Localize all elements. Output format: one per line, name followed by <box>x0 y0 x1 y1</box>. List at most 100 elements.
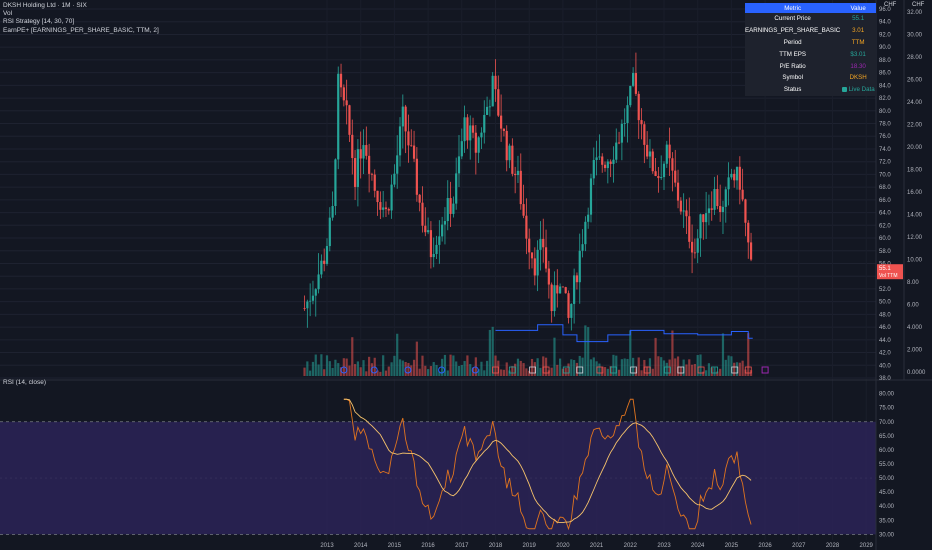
price-tick-label: 72.0 <box>879 160 891 166</box>
time-tick-label: 2014 <box>354 543 368 549</box>
candle-body <box>662 163 666 178</box>
time-tick-label: 2023 <box>657 543 671 549</box>
volume-bar <box>674 358 677 376</box>
candle-body <box>564 287 567 294</box>
eps-tick-label: 30.00 <box>907 33 923 39</box>
candle-body <box>668 144 671 159</box>
time-tick-label: 2027 <box>792 543 806 549</box>
candle-body <box>612 159 615 164</box>
time-tick-label: 2029 <box>860 543 874 549</box>
candle-body <box>446 198 449 222</box>
volume-bar <box>446 370 449 376</box>
volume-bar <box>696 355 699 376</box>
earnings-marker <box>677 366 685 374</box>
candle-body <box>592 160 595 179</box>
candle-body <box>441 224 444 237</box>
candle-body <box>716 189 719 207</box>
volume-bar <box>325 355 329 376</box>
candle-body <box>323 260 326 264</box>
eps-tick-label: 12.00 <box>907 235 923 241</box>
candle-body <box>418 194 421 203</box>
volume-bar <box>362 360 365 376</box>
volume-bar <box>384 370 388 376</box>
candle-body <box>724 189 727 207</box>
candle-body <box>598 156 601 158</box>
volume-bar <box>668 359 671 376</box>
candle-body <box>603 164 607 169</box>
price-tick-label: 48.0 <box>879 312 891 318</box>
volume-bar <box>505 362 508 376</box>
candle-body <box>306 301 309 309</box>
rsi-tick-label: 65.00 <box>879 434 895 440</box>
candle-body <box>637 93 640 121</box>
volume-bar <box>412 359 416 376</box>
candle-body <box>573 275 576 304</box>
candle-body <box>553 285 556 312</box>
rsi-lines <box>343 398 752 531</box>
candle-body <box>488 106 491 108</box>
price-tick-label: 62.0 <box>879 223 891 229</box>
volume-bar <box>623 358 626 376</box>
volume-bar <box>693 363 696 376</box>
volume-bar <box>370 363 374 376</box>
volume-bar <box>727 355 730 376</box>
rsi-ma-line <box>343 398 752 524</box>
volume-bar <box>525 368 528 376</box>
earnings-marker <box>643 366 651 374</box>
upcoming-earnings-marker <box>761 366 769 374</box>
price-tick-label: 92.0 <box>879 32 891 38</box>
rsi-strategy-label[interactable]: RSI Strategy [14, 30, 70] <box>3 18 75 26</box>
volume-bar <box>323 369 326 376</box>
candle-body <box>362 145 365 159</box>
volume-bar <box>690 364 694 376</box>
earnings-marker <box>562 366 570 374</box>
eps-tick-label: 32.00 <box>907 10 923 16</box>
volume-bar <box>558 358 562 376</box>
rsi-tick-label: 35.00 <box>879 518 895 524</box>
metric-cell: Symbol <box>782 74 803 82</box>
eps-tick-label: 24.00 <box>907 100 923 106</box>
volume-bar <box>719 368 722 376</box>
candle-body <box>682 210 685 212</box>
candle-body <box>733 173 736 181</box>
earnings-marker <box>731 366 739 374</box>
candle-body <box>516 170 520 176</box>
candle-body <box>339 73 343 88</box>
currency-left[interactable]: CHF <box>884 2 897 8</box>
candle-body <box>626 105 629 123</box>
candle-body <box>390 184 393 211</box>
candle-body <box>334 159 337 206</box>
volume-bar <box>500 369 503 376</box>
candle-body <box>466 117 469 141</box>
volume-bar <box>629 330 632 376</box>
candle-body <box>609 161 612 164</box>
price-tick-label: 44.0 <box>879 338 891 344</box>
volume-bar <box>615 355 618 376</box>
candle-body <box>643 124 646 145</box>
volume-indicator-label[interactable]: Vol <box>3 10 13 18</box>
candle-body <box>463 117 466 142</box>
volume-bar <box>303 367 306 376</box>
volume-bar <box>353 364 357 376</box>
candle-body <box>514 173 517 176</box>
rsi-tick-label: 70.00 <box>879 420 895 426</box>
candle-body <box>508 145 511 161</box>
currency-right[interactable]: CHF <box>912 2 925 8</box>
price-tick-label: 86.0 <box>879 71 891 77</box>
rsi-band <box>0 421 876 535</box>
candle-body <box>575 275 579 283</box>
symbol-title[interactable]: DKSH Holding Ltd · 1M · SIX <box>3 2 87 9</box>
table-row: Status Live Data <box>745 84 876 96</box>
candle-body <box>376 190 379 203</box>
candle-body <box>452 203 455 214</box>
metrics-table: Metric Value Current Price 55.1 EARNINGS… <box>745 3 876 96</box>
rsi-pane-label[interactable]: RSI (14, close) <box>3 379 46 386</box>
time-tick-label: 2017 <box>455 543 469 549</box>
eps-tick-label: 2.000 <box>907 348 923 354</box>
volume-bar <box>603 367 607 376</box>
earnpe-indicator-label[interactable]: EarnPE+ [EARNINGS_PER_SHARE_BASIC, TTM, … <box>3 26 159 34</box>
earnings-marker <box>529 366 536 374</box>
candle-body <box>646 144 649 157</box>
eps-tick-label: 14.00 <box>907 213 923 219</box>
